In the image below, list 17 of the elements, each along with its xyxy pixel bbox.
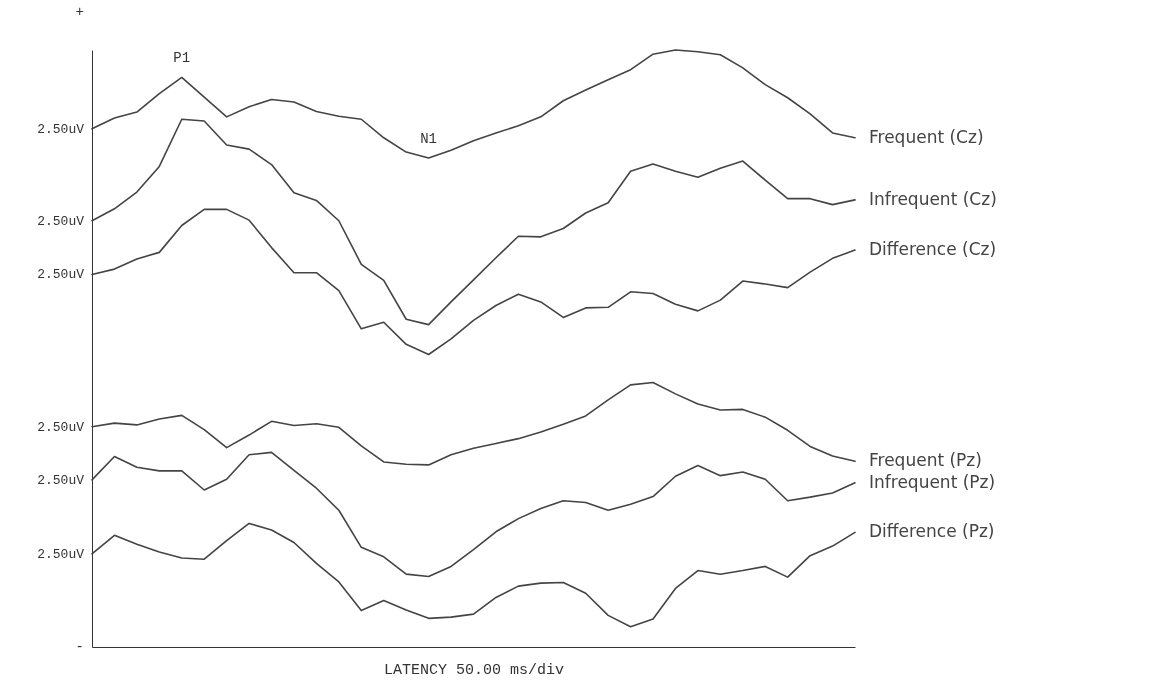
series-label: Difference (Cz)	[869, 238, 997, 259]
text: 2.50uV	[37, 213, 85, 229]
text: 2.50uV	[37, 121, 85, 137]
text: 2.50uV	[37, 267, 85, 283]
x-axis-title: LATENCY 50.00 ms/div	[383, 661, 565, 679]
text: +	[75, 4, 84, 20]
series-label: Difference (Pz)	[869, 521, 995, 542]
annotation: P1	[173, 50, 191, 67]
series-label: Infrequent (Cz)	[869, 188, 997, 209]
series-label: Frequent (Pz)	[869, 450, 982, 471]
text: 2.50uV	[37, 419, 85, 435]
text: 2.50uV	[37, 546, 85, 562]
text: 2.50uV	[37, 472, 85, 488]
annotation: N1	[420, 131, 438, 148]
series-label: Infrequent (Pz)	[869, 471, 996, 492]
series-label: Frequent (Cz)	[869, 126, 984, 147]
text: -	[75, 639, 84, 655]
